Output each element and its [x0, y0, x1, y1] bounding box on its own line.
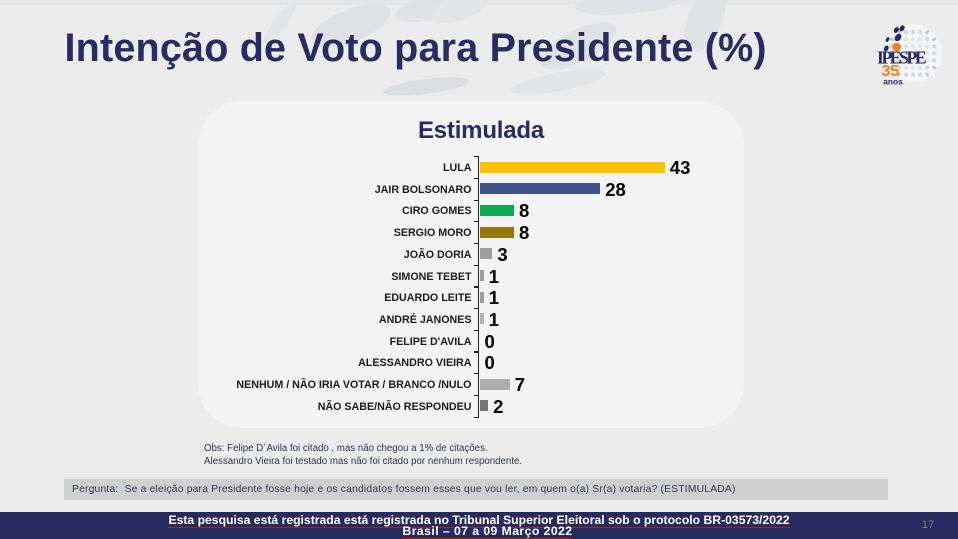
svg-text:IPESPE: IPESPE: [877, 47, 927, 67]
svg-text:35: 35: [882, 63, 900, 80]
svg-text:anos: anos: [883, 76, 903, 86]
